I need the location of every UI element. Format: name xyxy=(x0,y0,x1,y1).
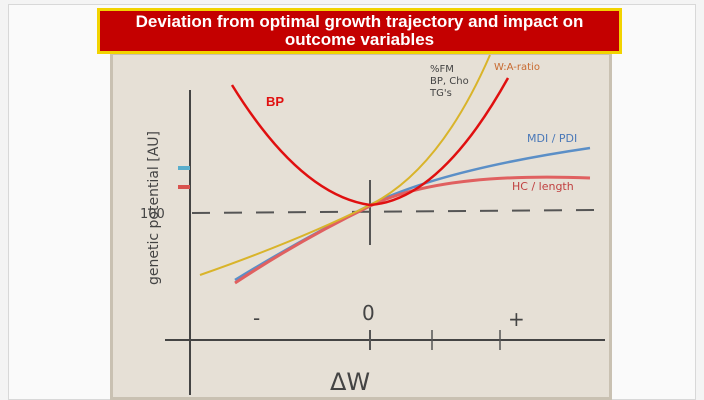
tg-label: TG's xyxy=(429,88,452,99)
bp-curve xyxy=(230,77,510,207)
x-axis-label: ΔW xyxy=(330,368,370,396)
mdi-label: MDI / PDI xyxy=(527,132,577,145)
hundred-label: 100 xyxy=(140,207,165,222)
fm-label: %FM xyxy=(430,64,454,75)
wa-label: W:A-ratio xyxy=(494,62,540,73)
y-axis-label: genetic potential [AU] xyxy=(146,131,162,285)
plus-label: + xyxy=(508,307,525,331)
minus-label: - xyxy=(253,306,260,330)
bp-cho-label: BP, Cho xyxy=(430,76,469,87)
hand-drawn-chart: BP %FM BP, Cho TG's W:A-ratio MDI / PDI … xyxy=(110,52,612,400)
bp-label: BP xyxy=(266,94,284,109)
zero-label: 0 xyxy=(362,301,375,325)
paper xyxy=(110,52,612,400)
hc-label: HC / length xyxy=(512,180,574,193)
reference-line xyxy=(191,209,601,214)
slide-title: Deviation from optimal growth trajectory… xyxy=(97,8,622,54)
